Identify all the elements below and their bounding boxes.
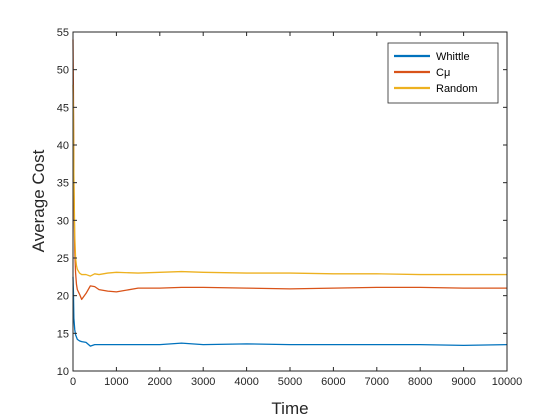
series-line-0 [72, 276, 508, 347]
y-axis-title: Average Cost [29, 149, 48, 252]
legend-label-1: Cμ [436, 67, 450, 79]
x-tick-label: 3000 [191, 376, 215, 388]
series-line-1 [72, 39, 507, 301]
y-tick-label: 15 [57, 328, 69, 340]
legend-label-0: Whittle [436, 51, 470, 63]
x-tick-label: 8000 [408, 376, 432, 388]
x-tick-label: 0 [70, 376, 76, 388]
series-lines [72, 39, 508, 347]
x-tick-label: 5000 [278, 376, 302, 388]
legend-label-2: Random [436, 83, 478, 95]
x-axis-title: Time [271, 399, 308, 418]
x-tick-label: 10000 [492, 376, 523, 388]
y-tick-label: 20 [57, 291, 69, 303]
y-tick-label: 35 [57, 178, 69, 190]
x-tick-label: 9000 [451, 376, 475, 388]
y-tick-label: 10 [57, 366, 69, 378]
x-tick-label: 1000 [104, 376, 128, 388]
x-tick-label: 4000 [234, 376, 258, 388]
y-tick-label: 25 [57, 253, 69, 265]
series-line-2 [72, 84, 507, 277]
y-tick-label: 50 [57, 65, 69, 77]
y-axis-ticks: 10 15 20 25 30 35 40 45 50 55 [57, 27, 507, 378]
x-tick-label: 2000 [148, 376, 172, 388]
y-tick-label: 55 [57, 27, 69, 39]
x-tick-label: 7000 [365, 376, 389, 388]
x-tick-label: 6000 [321, 376, 345, 388]
y-tick-label: 45 [57, 102, 69, 114]
y-tick-label: 30 [57, 215, 69, 227]
legend: Whittle Cμ Random [387, 42, 499, 104]
x-axis-ticks: 0 1000 2000 3000 4000 5000 6000 7000 8000 9000 100… [70, 32, 522, 388]
y-tick-label: 40 [57, 140, 69, 152]
